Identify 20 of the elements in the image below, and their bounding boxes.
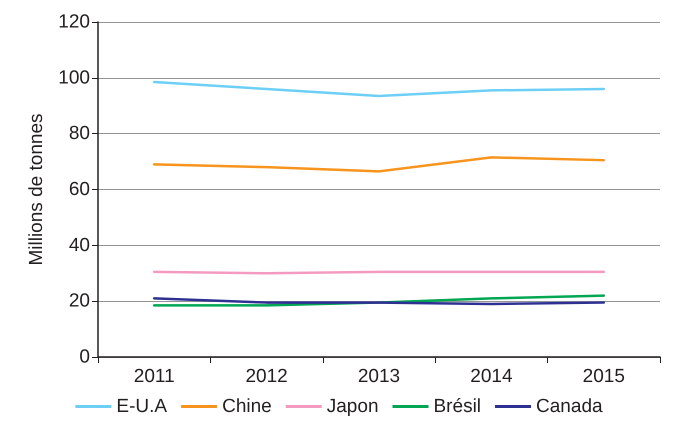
y-tick-label: 40 [68,234,90,256]
legend-label: Chine [222,396,272,417]
legend-label: Canada [536,396,604,417]
x-tick-label: 2011 [134,366,175,387]
y-tick-label: 80 [68,123,90,144]
x-tick-label: 2013 [358,366,400,387]
y-axis-title: Millions de tonnes [26,113,47,266]
y-tick-label: 120 [58,12,90,32]
x-tick-label: 2012 [245,366,288,387]
legend-label: E-U.A [116,396,168,417]
y-tick-label: 0 [79,346,90,368]
y-tick-label: 60 [68,179,90,200]
y-tick-label: 20 [68,290,90,312]
x-tick-label: 2014 [470,366,513,387]
legend-label: Japon [326,396,379,417]
line-series [152,156,606,173]
line-series [152,80,606,98]
x-tick-label: 2015 [582,366,625,387]
y-tick-label: 100 [58,67,90,88]
legend-label: Brésil [434,396,482,417]
